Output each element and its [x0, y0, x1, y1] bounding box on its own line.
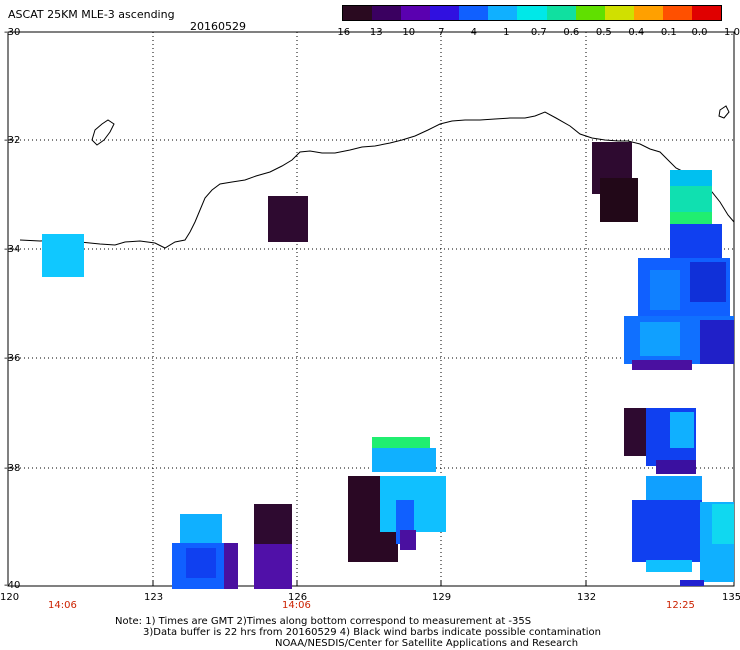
- colorbar-swatch: [546, 6, 576, 20]
- x-label-126: 126: [288, 592, 308, 603]
- y-label-30: -30: [4, 27, 21, 38]
- x-label-132: 132: [577, 592, 597, 603]
- x-label-120: 120: [0, 592, 20, 603]
- colorbar-swatch: [343, 6, 373, 20]
- note-line-3: NOAA/NESDIS/Center for Satellite Applica…: [275, 638, 579, 649]
- x-label-123: 123: [144, 592, 164, 603]
- colorbar-swatch: [401, 6, 431, 20]
- y-label-34: -34: [4, 244, 21, 255]
- colorbar-swatch: [604, 6, 634, 20]
- map-title: ASCAT 25KM MLE-3 ascending: [8, 8, 175, 21]
- colorbar-swatch: [633, 6, 663, 20]
- colorbar-swatch: [662, 6, 692, 20]
- note-line-1: Note: 1) Times are GMT 2)Times along bot…: [115, 616, 532, 627]
- time-label-west: 14:06: [48, 600, 77, 611]
- island-coast-east: [718, 105, 730, 119]
- tick-marks: [8, 139, 587, 586]
- y-label-40: -40: [4, 580, 21, 591]
- y-label-36: -36: [4, 353, 21, 364]
- colorbar: [342, 5, 722, 21]
- x-label-129: 129: [432, 592, 452, 603]
- colorbar-swatch: [430, 6, 460, 20]
- colorbar-swatch: [517, 6, 547, 20]
- x-label-135: 135: [722, 592, 740, 603]
- time-label-east: 12:25: [666, 600, 695, 611]
- coastline: [19, 111, 735, 249]
- wind-swaths: [42, 142, 734, 589]
- time-label-center: 14:06: [282, 600, 311, 611]
- map-date: 20160529: [190, 20, 246, 33]
- colorbar-swatch: [488, 6, 518, 20]
- graticule: [8, 32, 734, 586]
- y-label-38: -38: [4, 463, 21, 474]
- colorbar-swatch: [372, 6, 402, 20]
- colorbar-swatch: [459, 6, 489, 20]
- island-coast: [91, 119, 115, 146]
- colorbar-swatch: [691, 6, 722, 20]
- y-label-32: -32: [4, 135, 21, 146]
- note-line-2: 3)Data buffer is 22 hrs from 20160529 4)…: [143, 627, 601, 638]
- plot-frame: [7, 31, 735, 587]
- colorbar-swatch: [575, 6, 605, 20]
